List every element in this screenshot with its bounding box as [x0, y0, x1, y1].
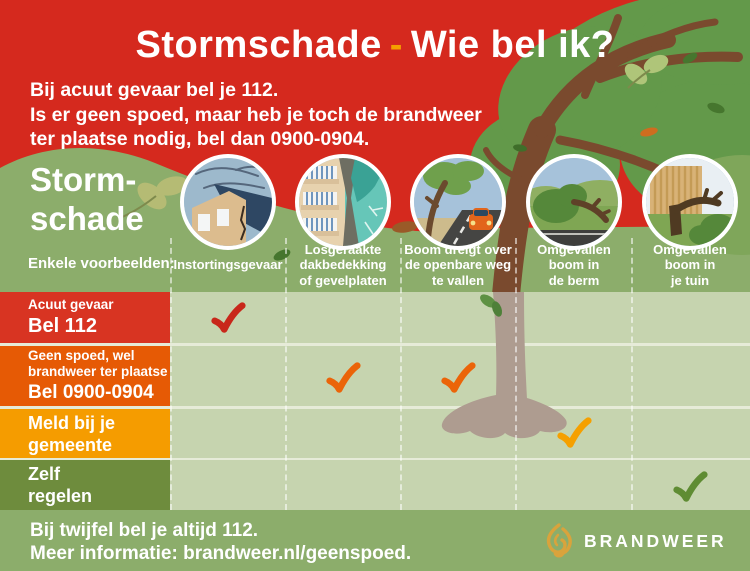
column-separator — [400, 238, 402, 510]
collapsing-house-icon — [180, 154, 276, 250]
row-cells — [170, 292, 750, 343]
page-title: Stormschade - Wie bel ik? — [0, 24, 750, 67]
footer-info-line: Meer informatie: brandweer.nl/geenspoed. — [30, 543, 412, 564]
checkmark-icon — [209, 299, 247, 337]
emergency-number: 112 — [241, 79, 273, 101]
checkmark-icon — [555, 414, 593, 452]
title-part2: Wie bel ik? — [410, 24, 615, 66]
examples-label: Enkele voorbeelden: — [28, 255, 175, 272]
column-separator — [631, 238, 633, 510]
title-dash: - — [389, 24, 403, 66]
row-label-gemeente: Meld bij je gemeente — [0, 409, 170, 458]
intro-line3: ter plaatse nodig, bel dan — [30, 128, 271, 150]
section-heading: Storm- schade — [30, 161, 144, 237]
table-row-zelf-regelen: Zelf regelen — [0, 460, 750, 510]
intro-line2: Is er geen spoed, maar heb je toch de br… — [30, 103, 482, 126]
row-cells — [170, 460, 750, 510]
title-part1: Stormschade — [135, 24, 382, 66]
brandweer-flame-icon — [546, 523, 572, 558]
column-separator — [170, 238, 172, 510]
caption-boom-dreigt: Boom dreigt over de openbare weg te vall… — [404, 241, 512, 288]
checkmark-icon — [324, 359, 362, 397]
column-separator — [285, 238, 287, 510]
fallen-tree-verge-icon — [526, 154, 622, 250]
footer-doubt-line: Bij twijfel bel je altijd 112. — [30, 520, 259, 541]
fallen-tree-garden-icon — [642, 154, 738, 250]
table-row-acuut-gevaar: Acuut gevaar Bel 112 — [0, 292, 750, 343]
row-label-bel-0900-0904: Geen spoed, wel brandweer ter plaatse Be… — [0, 346, 170, 406]
intro-line1: Bij acuut gevaar bel je — [30, 79, 242, 101]
row-label-bel-112: Acuut gevaar Bel 112 — [0, 292, 170, 343]
row-label-zelf-regelen: Zelf regelen — [0, 460, 170, 510]
caption-instortingsgevaar: Instortingsgevaar — [173, 257, 283, 273]
brandweer-wordmark: BRANDWEER — [584, 531, 727, 551]
footer-text: Bij twijfel bel je altijd 112. Meer info… — [30, 519, 411, 565]
tree-over-road-icon — [410, 154, 506, 250]
row-cells — [170, 409, 750, 458]
table-row-meld-gemeente: Meld bij je gemeente — [0, 409, 750, 458]
checkmark-icon — [439, 359, 477, 397]
intro-text: Bij acuut gevaar bel je 112. Is er geen … — [30, 79, 482, 150]
table-row-geen-spoed: Geen spoed, wel brandweer ter plaatse Be… — [0, 346, 750, 406]
loose-cladding-icon — [295, 154, 391, 250]
checkmark-icon — [671, 468, 709, 506]
non-urgent-number: 0900-0904 — [270, 128, 364, 150]
